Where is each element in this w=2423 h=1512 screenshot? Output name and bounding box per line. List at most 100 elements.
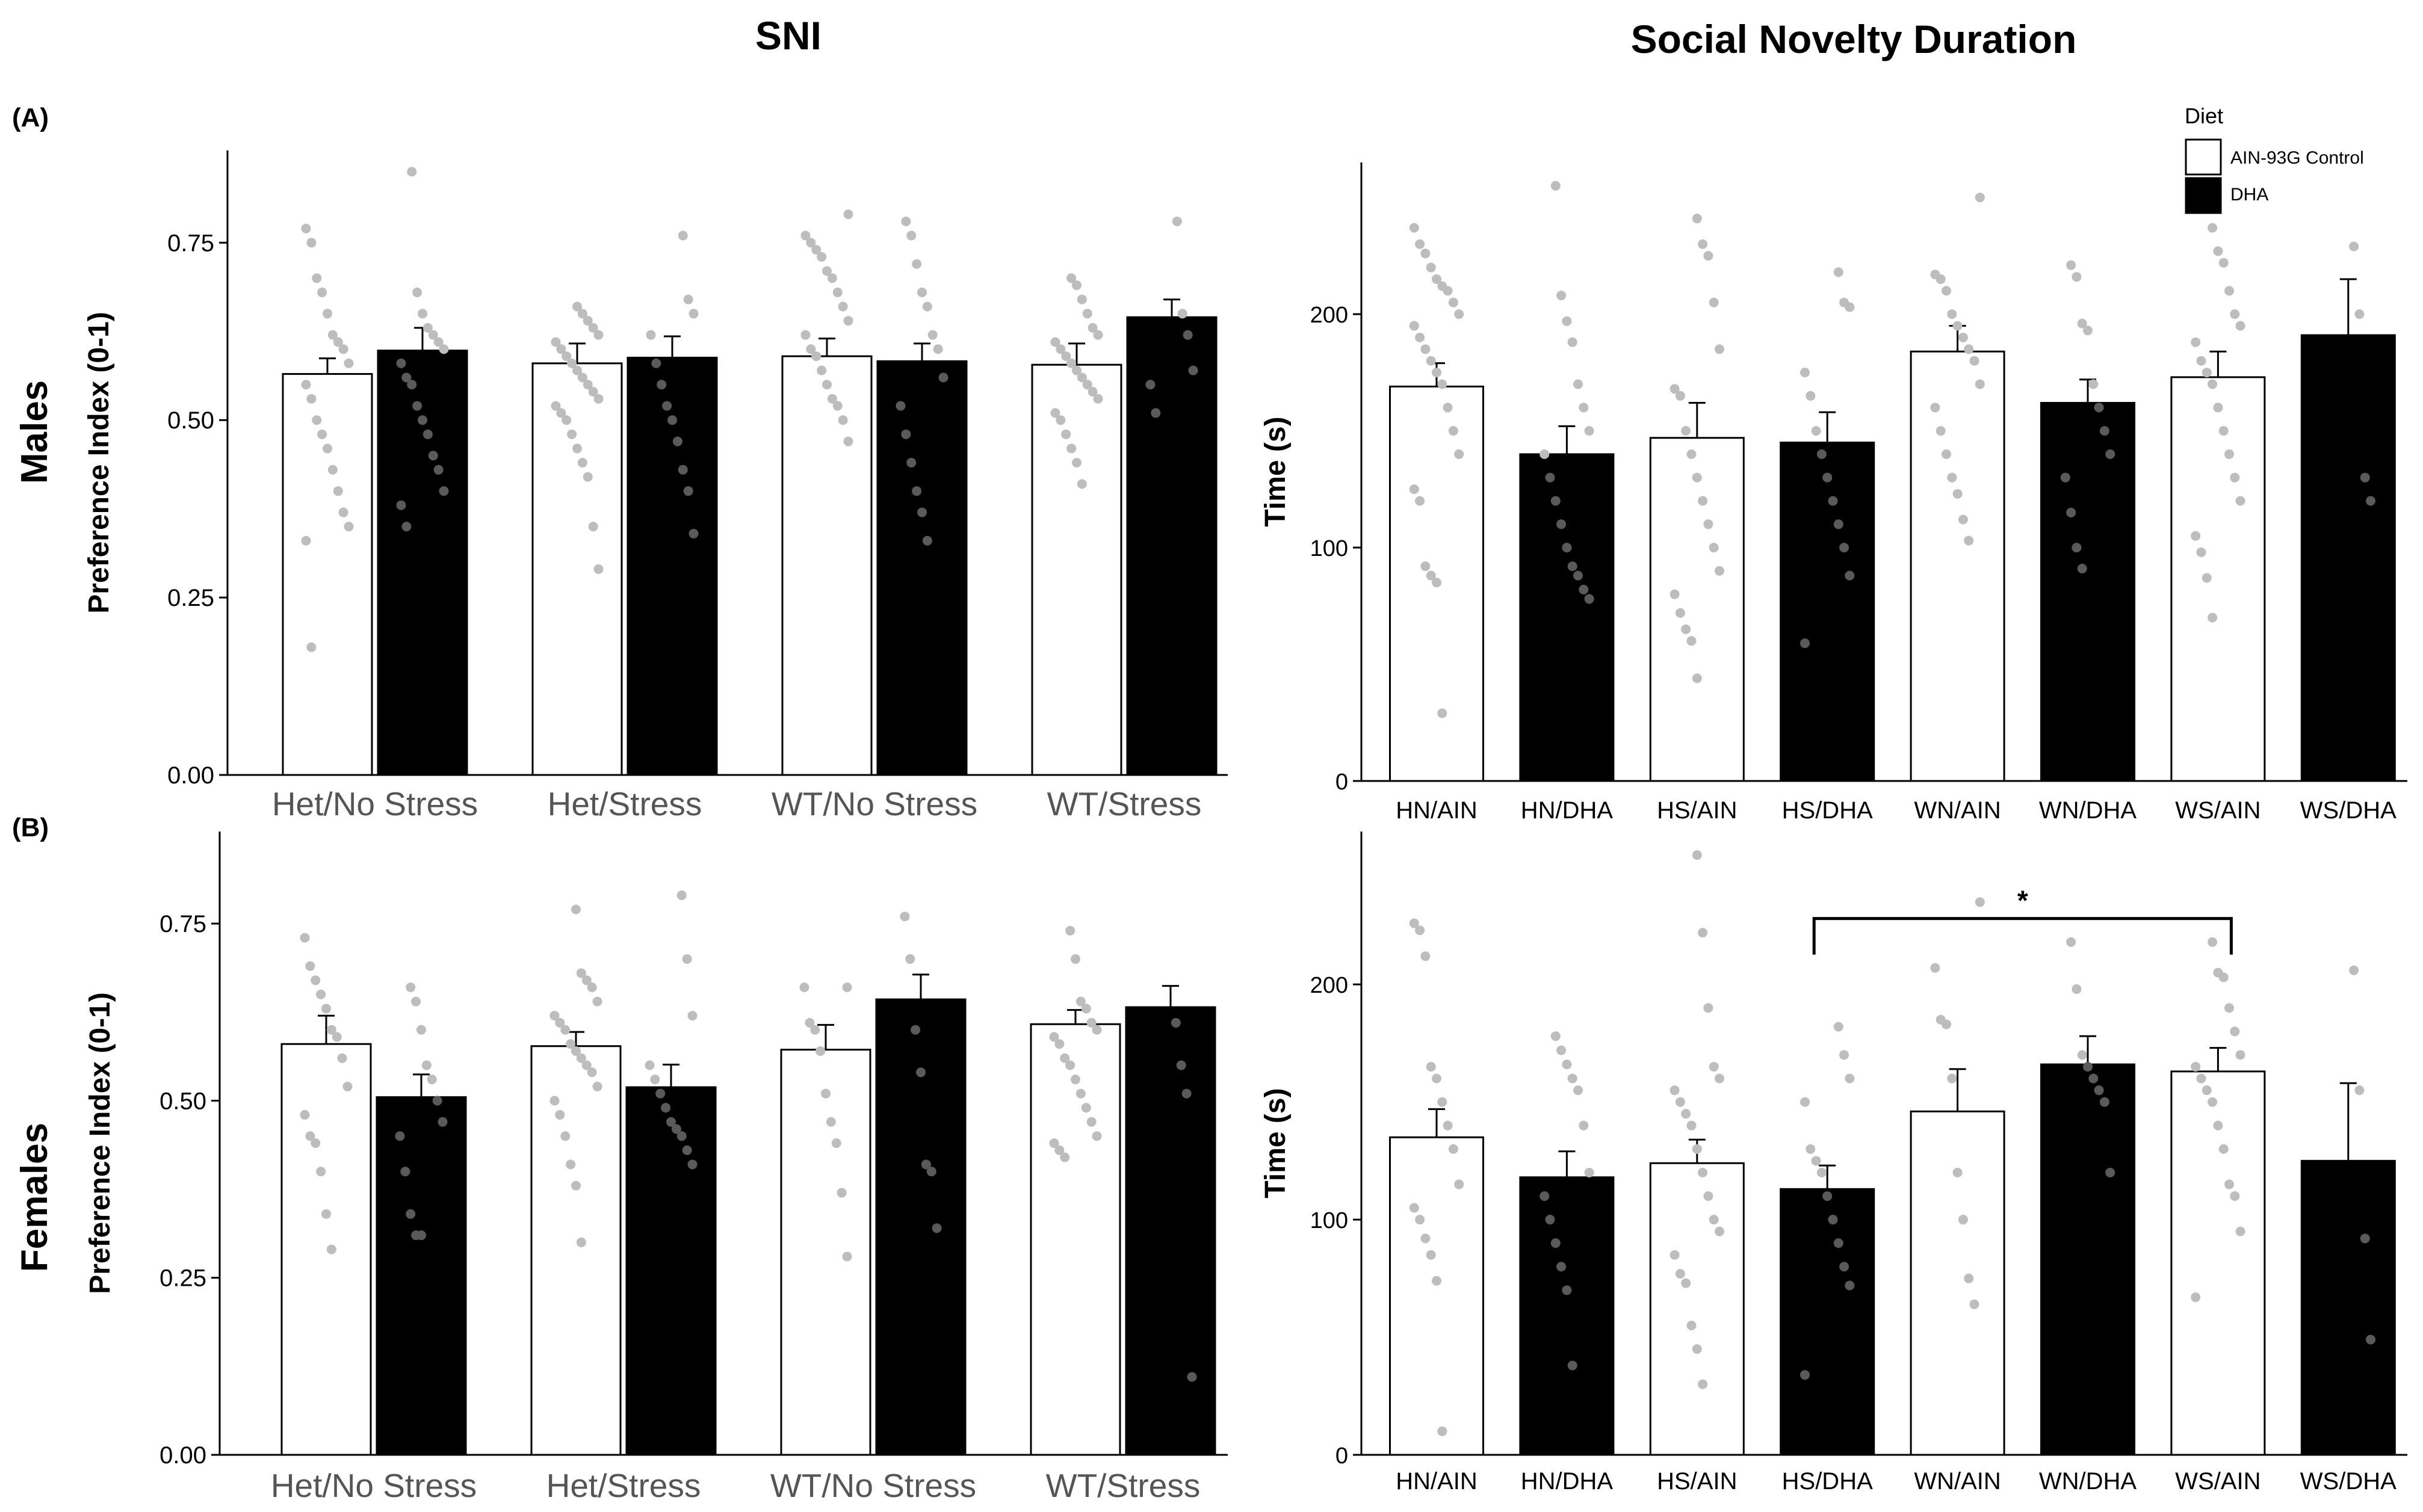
data-point [1942, 286, 1951, 296]
data-point [396, 358, 406, 368]
category-label: WT/No Stress [772, 785, 977, 822]
data-point [438, 1117, 448, 1127]
y-tick-label: 0.25 [159, 1265, 206, 1292]
left-column-title: SNI [755, 13, 822, 58]
data-point [1550, 181, 1561, 191]
data-point [577, 458, 587, 467]
data-point [827, 393, 837, 404]
bar [280, 1043, 372, 1456]
data-point [1415, 925, 1425, 936]
data-point [1800, 1370, 1810, 1380]
data-point [1936, 426, 1946, 436]
data-point [411, 996, 421, 1007]
category-label: WS/DHA [2300, 1468, 2397, 1495]
data-point [1426, 1250, 1436, 1260]
data-point [2235, 1226, 2245, 1236]
data-point [1409, 223, 1419, 233]
data-point [1550, 496, 1561, 506]
data-point [1675, 1268, 1685, 1279]
data-point [2072, 984, 2082, 994]
data-point [1822, 472, 1833, 483]
data-point [344, 358, 354, 368]
data-point [1562, 316, 1572, 326]
category-label: HS/AIN [1657, 1468, 1737, 1495]
data-point [2208, 1097, 2218, 1107]
data-point [1930, 403, 1940, 413]
y-tick-label: 0.25 [167, 585, 214, 611]
data-point [1049, 1032, 1059, 1042]
data-point [1686, 1120, 1697, 1131]
data-point [822, 380, 832, 390]
significance-bracket [1812, 917, 2233, 955]
data-point [842, 983, 852, 992]
data-point [583, 472, 593, 482]
data-point [651, 358, 661, 368]
data-point [400, 1167, 410, 1177]
data-point [1066, 358, 1077, 368]
data-point [323, 309, 332, 319]
category-label: WN/AIN [1914, 1468, 2001, 1495]
data-point [439, 344, 449, 354]
data-point [1177, 309, 1187, 319]
data-point [581, 975, 592, 986]
legend-label-dha: DHA [2230, 185, 2268, 205]
data-point [1845, 1073, 1855, 1084]
data-point [576, 968, 586, 978]
data-point [1709, 543, 1719, 553]
data-point [1454, 449, 1464, 459]
data-point [1952, 321, 1963, 331]
data-point [2105, 449, 2115, 459]
data-point [645, 1060, 655, 1070]
data-point [667, 415, 677, 425]
data-point [1567, 561, 1577, 572]
data-point [1550, 1238, 1561, 1248]
data-point [1675, 608, 1685, 618]
data-point [1060, 1152, 1070, 1162]
data-point [905, 954, 915, 964]
category-label: WS/DHA [2300, 797, 2397, 824]
data-point [1409, 321, 1419, 331]
data-point [683, 294, 693, 304]
bar [282, 373, 373, 776]
data-point [1681, 1278, 1691, 1288]
data-point [1958, 332, 1968, 342]
data-point [1550, 1031, 1561, 1041]
data-point [1947, 1073, 1957, 1084]
data-point [1562, 1060, 1572, 1070]
data-point [2088, 379, 2099, 389]
data-point [2218, 972, 2229, 983]
data-point [2083, 1061, 2093, 1072]
y-tick-label: 0.50 [167, 407, 214, 434]
data-point [2360, 1233, 2370, 1244]
data-point [412, 401, 422, 411]
data-point [421, 1060, 432, 1070]
data-point [1448, 297, 1458, 307]
data-point [1420, 561, 1431, 572]
data-point [1420, 1233, 1431, 1244]
data-point [1715, 1073, 1724, 1084]
data-point [2083, 326, 2093, 336]
data-point [1828, 496, 1838, 506]
data-point [1545, 1215, 1555, 1225]
data-point [2230, 1191, 2240, 1201]
data-point [1556, 1262, 1567, 1272]
data-point [2349, 241, 2359, 251]
data-point [406, 983, 416, 992]
data-point [1698, 928, 1708, 938]
data-point [2094, 403, 2104, 413]
data-point [407, 167, 417, 177]
data-point [556, 344, 566, 354]
data-point [1975, 193, 1985, 203]
bar [1125, 1006, 1216, 1456]
y-tick-label: 0.75 [167, 230, 214, 256]
data-point [1816, 449, 1827, 459]
bar [1649, 1162, 1745, 1456]
bar [2300, 1159, 2396, 1456]
category-label: WS/AIN [2175, 797, 2261, 824]
data-point [843, 436, 853, 446]
data-point [1056, 415, 1066, 425]
data-point [344, 522, 354, 532]
data-point [1584, 1167, 1594, 1177]
data-point [571, 1180, 581, 1191]
data-point [433, 464, 444, 475]
